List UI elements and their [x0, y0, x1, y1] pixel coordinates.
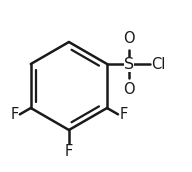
Text: Cl: Cl [151, 56, 166, 72]
Text: S: S [124, 56, 134, 72]
Text: F: F [10, 107, 18, 122]
Text: O: O [123, 31, 135, 46]
Text: F: F [119, 107, 128, 122]
Text: F: F [65, 144, 73, 159]
Text: O: O [123, 82, 135, 97]
